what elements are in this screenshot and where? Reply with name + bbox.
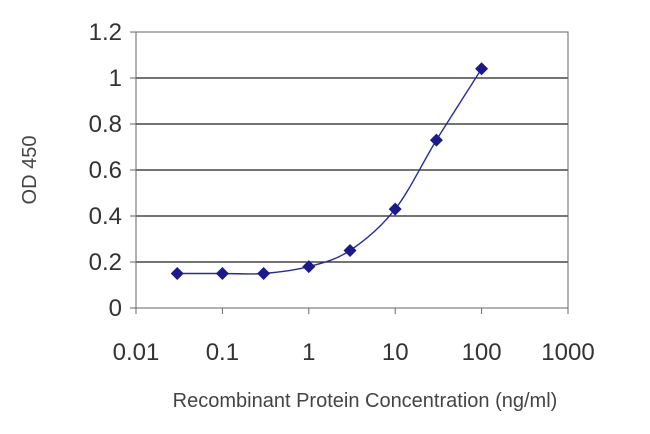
- y-tick-label: 1: [109, 65, 122, 92]
- data-point-marker: [257, 267, 271, 280]
- data-points: [170, 62, 489, 280]
- data-point-marker: [302, 260, 316, 274]
- y-tick-label: 1.2: [89, 19, 122, 46]
- x-tick-label: 1: [302, 339, 315, 366]
- data-point-marker: [170, 267, 184, 280]
- x-tick-label: 1000: [541, 339, 594, 366]
- grid-lines: [136, 77, 568, 263]
- y-tick-label: 0: [109, 295, 122, 322]
- x-axis-ticks: 0.01 0.1 1 10 100 1000: [113, 308, 595, 366]
- y-tick-label: 0.2: [89, 249, 122, 276]
- data-point-marker: [429, 133, 443, 147]
- y-tick-label: 0.8: [89, 111, 122, 138]
- y-axis-title: OD 450: [19, 136, 41, 205]
- y-tick-label: 0.4: [89, 203, 122, 230]
- data-point-marker: [215, 267, 229, 280]
- y-axis-ticks: 0 0.2 0.4 0.6 0.8 1 1.2: [89, 19, 136, 322]
- x-axis-title: Recombinant Protein Concentration (ng/ml…: [173, 390, 558, 412]
- data-point-marker: [343, 244, 357, 257]
- x-tick-label: 10: [382, 339, 409, 366]
- x-tick-label: 0.01: [113, 339, 160, 366]
- x-tick-label: 0.1: [206, 339, 239, 366]
- fit-curve: [177, 68, 483, 275]
- data-point-marker: [388, 202, 402, 216]
- y-tick-label: 0.6: [89, 157, 122, 184]
- data-point-marker: [475, 62, 489, 76]
- x-tick-label: 100: [462, 339, 502, 366]
- fit-line: [177, 68, 483, 275]
